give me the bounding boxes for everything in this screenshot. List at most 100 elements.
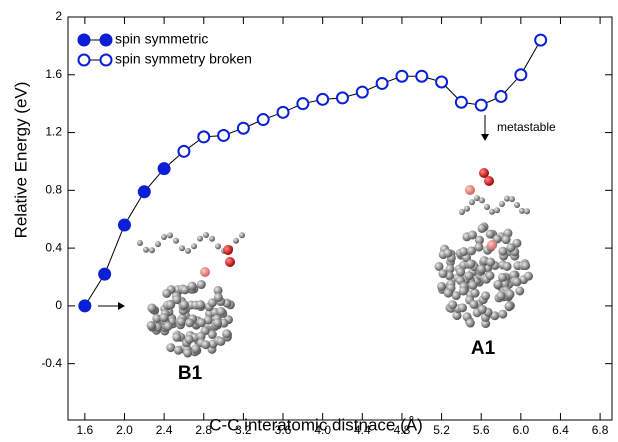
marker xyxy=(198,131,209,142)
marker xyxy=(278,107,289,118)
atom xyxy=(196,300,205,309)
marker xyxy=(317,94,328,105)
atom xyxy=(200,267,210,277)
atom xyxy=(217,307,226,316)
atom xyxy=(498,247,507,256)
atom xyxy=(468,281,477,290)
atom xyxy=(143,247,149,253)
x-tick-label: 2.8 xyxy=(195,423,212,437)
marker xyxy=(258,114,269,125)
atom xyxy=(514,202,520,208)
marker xyxy=(377,78,388,89)
atom xyxy=(191,243,197,249)
x-tick-label: 6.8 xyxy=(592,423,609,437)
legend-marker xyxy=(101,35,112,46)
atom xyxy=(524,208,530,214)
atom xyxy=(448,300,457,309)
x-tick-label: 3.2 xyxy=(235,423,252,437)
x-tick-label: 2.0 xyxy=(116,423,133,437)
atom xyxy=(214,293,223,302)
y-tick-label: 1.6 xyxy=(45,67,62,81)
atom xyxy=(162,289,171,298)
marker xyxy=(178,146,189,157)
atom xyxy=(203,232,209,238)
atom xyxy=(486,230,495,239)
marker xyxy=(297,98,308,109)
marker xyxy=(396,71,407,82)
marker xyxy=(159,163,170,174)
y-tick-label: 0.4 xyxy=(45,240,62,254)
atom xyxy=(137,240,143,246)
y-tick-label: -0.4 xyxy=(41,356,62,370)
atom xyxy=(484,176,494,186)
atom xyxy=(185,248,191,254)
marker xyxy=(139,186,150,197)
atom xyxy=(155,241,161,247)
annotation: B1 xyxy=(178,363,203,384)
atom xyxy=(161,234,167,240)
atom xyxy=(443,249,452,258)
atom xyxy=(197,236,203,242)
atom xyxy=(223,245,233,255)
x-tick-label: 4.0 xyxy=(314,423,331,437)
atom xyxy=(177,317,186,326)
atom xyxy=(222,329,231,338)
plot-frame xyxy=(68,17,612,420)
atom xyxy=(160,313,169,322)
atom xyxy=(164,322,173,331)
atom xyxy=(465,185,475,195)
atom xyxy=(494,207,500,213)
arrow-head xyxy=(118,302,125,310)
x-tick-label: 2.4 xyxy=(156,423,173,437)
atom xyxy=(209,236,215,242)
atom xyxy=(188,282,197,291)
legend-label: spin symmetry broken xyxy=(115,51,252,67)
x-tick-label: 4.4 xyxy=(354,423,371,437)
series-line xyxy=(85,169,164,306)
atom xyxy=(172,333,181,342)
legend-marker xyxy=(79,55,90,66)
atom xyxy=(185,318,194,327)
marker xyxy=(515,69,526,80)
marker xyxy=(357,87,368,98)
atom xyxy=(216,337,225,346)
atom xyxy=(437,282,446,291)
atom xyxy=(466,259,475,268)
atom xyxy=(498,273,507,282)
atom xyxy=(167,232,173,238)
atom xyxy=(147,321,156,330)
legend-marker xyxy=(101,55,112,66)
annotation: A1 xyxy=(471,338,496,359)
marker xyxy=(416,71,427,82)
x-tick-label: 5.6 xyxy=(473,423,490,437)
atom xyxy=(486,258,495,267)
atom xyxy=(183,349,192,358)
chart: C-C interatomic distnace (Å) Relative En… xyxy=(0,0,618,437)
atom xyxy=(180,300,189,309)
atom xyxy=(499,201,505,207)
atom xyxy=(467,246,476,255)
atom xyxy=(479,197,485,203)
atom xyxy=(166,300,175,309)
atom xyxy=(149,247,155,253)
atom xyxy=(191,344,200,353)
atom xyxy=(469,199,475,205)
marker xyxy=(79,300,90,311)
atom xyxy=(468,230,477,239)
atom xyxy=(464,271,473,280)
x-tick-label: 6.0 xyxy=(512,423,529,437)
x-tick-label: 4.8 xyxy=(394,423,411,437)
marker xyxy=(436,77,447,88)
x-tick-label: 1.6 xyxy=(77,423,94,437)
atom xyxy=(201,340,210,349)
atom xyxy=(505,302,514,311)
annotation: metastable xyxy=(497,120,556,134)
atom xyxy=(506,290,515,299)
atom xyxy=(147,303,156,312)
atom xyxy=(487,240,497,250)
legend-marker xyxy=(79,35,90,46)
atom xyxy=(213,318,222,327)
marker xyxy=(238,123,249,134)
marker xyxy=(535,35,546,46)
atom xyxy=(197,280,206,289)
